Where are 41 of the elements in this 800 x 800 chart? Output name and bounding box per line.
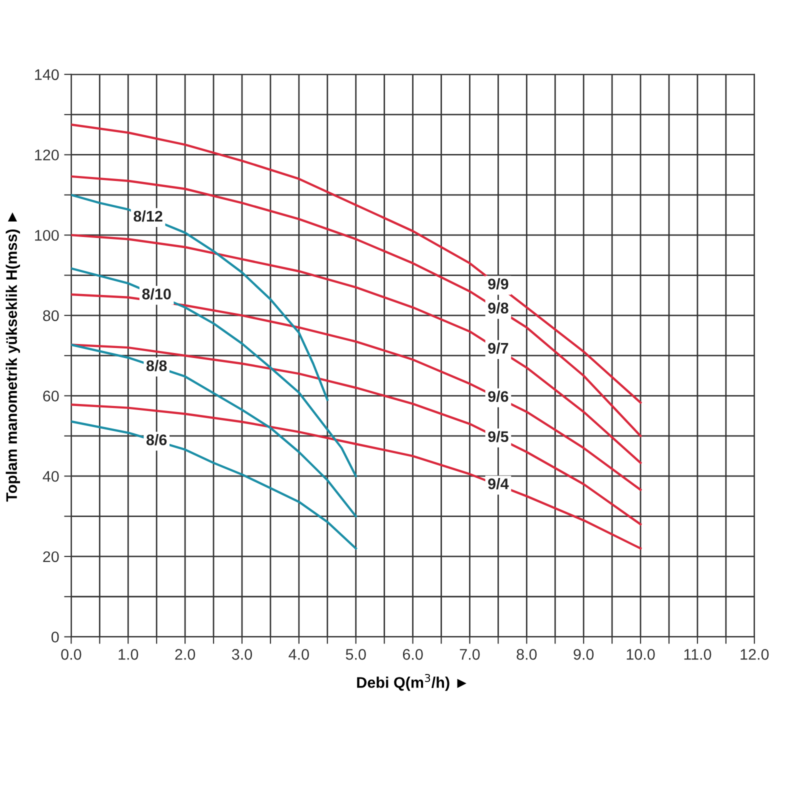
x-tick-label: 2.0 xyxy=(175,649,196,660)
y-tick-label: 0 xyxy=(51,632,59,642)
x-tick-label: 3.0 xyxy=(232,649,252,660)
line-series xyxy=(71,404,642,550)
line-series xyxy=(71,124,642,404)
x-axis-title: Debi Q(m$^{3}$/h) ► xyxy=(357,674,466,691)
line-series xyxy=(71,420,357,550)
x-tick-label: 10.0 xyxy=(626,649,655,660)
series-label: 8/6 xyxy=(146,434,167,446)
series-label: 9/8 xyxy=(488,302,508,314)
line-series xyxy=(71,267,357,478)
series-label: 9/5 xyxy=(488,430,508,442)
series-label: 9/7 xyxy=(488,342,508,354)
y-tick-label: 40 xyxy=(42,470,59,482)
line-series xyxy=(71,194,329,401)
series-label: 9/6 xyxy=(488,390,508,402)
line-series xyxy=(71,344,642,526)
series-label: 9/9 xyxy=(488,278,508,290)
series-label: 9/4 xyxy=(488,478,509,490)
x-tick-label: 7.0 xyxy=(460,649,480,660)
y-tick-label: 120 xyxy=(35,150,59,160)
x-tick-label: 6.0 xyxy=(402,649,423,660)
x-tick-label: 1.0 xyxy=(118,649,138,660)
line-series xyxy=(71,344,357,518)
series-label: 8/8 xyxy=(146,360,167,372)
x-tick-label: 4.0 xyxy=(288,649,309,660)
line-series xyxy=(71,234,642,464)
x-tick-label: 9.0 xyxy=(574,649,594,660)
series-label: 8/10 xyxy=(142,288,171,300)
series-label: 8/12 xyxy=(134,210,162,222)
x-tick-label: 11.0 xyxy=(684,649,712,660)
y-tick-label: 100 xyxy=(35,230,59,241)
y-tick-label: 140 xyxy=(35,69,59,80)
x-tick-label: 8.0 xyxy=(516,649,537,660)
y-tick-label: 20 xyxy=(43,551,59,562)
y-tick-label: 60 xyxy=(43,390,59,402)
y-tick-label: 80 xyxy=(43,310,59,322)
x-tick-label: 0.0 xyxy=(61,649,82,660)
x-tick-label: 12.0 xyxy=(740,649,769,660)
x-tick-label: 5.0 xyxy=(346,649,366,660)
y-axis-title: Toplam manometrik yükseklik H(mss) ► xyxy=(6,212,20,502)
